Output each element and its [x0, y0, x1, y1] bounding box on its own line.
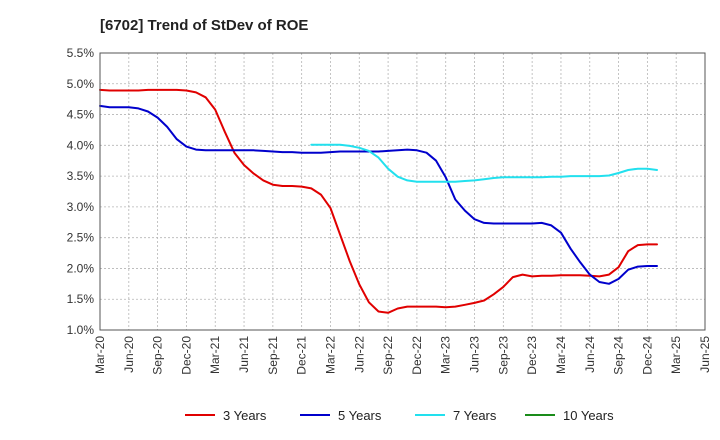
y-tick-label: 2.0% [67, 261, 95, 275]
x-tick-label: Dec-20 [179, 336, 193, 375]
x-tick-label: Dec-22 [410, 336, 424, 375]
x-tick-label: Sep-24 [612, 336, 626, 375]
y-tick-label: 1.0% [67, 323, 95, 337]
x-tick-label: Mar-22 [323, 336, 337, 374]
y-tick-label: 3.5% [67, 169, 95, 183]
series-line-5-years [99, 104, 658, 285]
legend-label: 5 Years [338, 408, 382, 423]
y-axis: 1.0% 1.5% 2.0% 2.5% 3.0% 3.5% 4.0% 4.5% 5.0% 5.5% [67, 46, 95, 337]
y-tick-label: 3.0% [67, 200, 95, 214]
x-tick-label: Dec-24 [640, 336, 654, 375]
legend-label: 7 Years [453, 408, 497, 423]
series-line-7-years [310, 143, 658, 183]
chart-title: [6702] Trend of StDev of ROE [100, 17, 308, 34]
y-tick-label: 2.5% [67, 231, 95, 245]
x-tick-label: Jun-25 [698, 336, 712, 373]
x-tick-label: Mar-25 [669, 336, 683, 374]
x-tick-label: Jun-20 [122, 336, 136, 373]
series-line-3-years [99, 88, 658, 314]
x-tick-label: Mar-24 [554, 336, 568, 374]
legend-label: 10 Years [563, 408, 614, 423]
legend-label: 3 Years [223, 408, 267, 423]
x-tick-label: Jun-22 [352, 336, 366, 373]
x-tick-label: Dec-23 [525, 336, 539, 375]
y-tick-label: 4.0% [67, 138, 95, 152]
y-tick-label: 5.0% [67, 77, 95, 91]
y-tick-label: 4.5% [67, 108, 95, 122]
x-tick-label: Jun-23 [468, 336, 482, 373]
x-tick-label: Sep-20 [151, 336, 165, 375]
x-tick-label: Sep-23 [496, 336, 510, 375]
x-tick-label: Dec-21 [295, 336, 309, 375]
plot-frame [99, 52, 706, 331]
x-tick-label: Mar-21 [208, 336, 222, 374]
y-tick-label: 5.5% [67, 46, 95, 60]
legend: 3 Years 5 Years 7 Years 10 Years [185, 408, 614, 423]
x-tick-label: Sep-21 [266, 336, 280, 375]
y-tick-label: 1.5% [67, 292, 95, 306]
x-tick-label: Mar-23 [439, 336, 453, 374]
x-tick-label: Jun-24 [583, 336, 597, 373]
x-tick-label: Mar-20 [93, 336, 107, 374]
x-tick-label: Sep-22 [381, 336, 395, 375]
series-layer [99, 88, 658, 314]
x-tick-label: Jun-21 [237, 336, 251, 373]
x-axis: Mar-20 Jun-20 Sep-20 Dec-20 Mar-21 Jun-21 Sep-… [93, 336, 712, 375]
gridlines [99, 52, 706, 331]
